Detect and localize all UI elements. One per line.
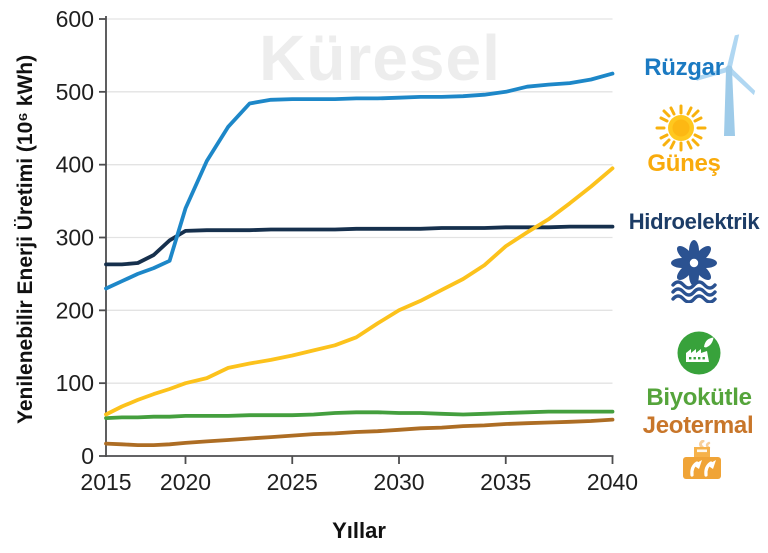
- legend-label-ruzgar: Rüzgar: [644, 54, 724, 81]
- svg-text:100: 100: [56, 370, 94, 396]
- wind-turbine-icon: [693, 34, 756, 136]
- watermark-text: Küresel: [259, 22, 501, 94]
- series-line-Biyokütle: [104, 409, 615, 421]
- series-line-Rüzgar: [104, 71, 615, 291]
- biomass-plant-icon: [677, 331, 721, 375]
- svg-text:2030: 2030: [373, 469, 424, 495]
- svg-text:600: 600: [56, 6, 94, 32]
- series-line-Hidroelektrik: [104, 224, 615, 267]
- series-line-Güneş: [104, 166, 615, 417]
- svg-text:2035: 2035: [480, 469, 531, 495]
- x-axis-title: Yıllar: [332, 518, 386, 543]
- legend-label-gunes: Güneş: [647, 150, 721, 177]
- sun-icon: [655, 104, 707, 152]
- legend-label-hidroelektrik: Hidroelektrik: [628, 209, 760, 234]
- svg-text:200: 200: [56, 297, 94, 323]
- svg-text:0: 0: [81, 443, 94, 469]
- series-line-Jeotermal: [104, 417, 615, 448]
- svg-text:2015: 2015: [80, 469, 131, 495]
- svg-text:300: 300: [56, 225, 94, 251]
- svg-text:500: 500: [56, 79, 94, 105]
- svg-text:2020: 2020: [160, 469, 211, 495]
- svg-text:2025: 2025: [267, 469, 318, 495]
- legend-label-jeotermal: Jeotermal: [642, 412, 754, 439]
- y-axis-title: Yenilenebilir Enerji Üretimi (10⁶ kWh): [14, 54, 37, 424]
- legend-label-biyokutle: Biyokütle: [646, 384, 752, 411]
- svg-text:2040: 2040: [587, 469, 638, 495]
- geothermal-plant-icon: [683, 440, 721, 479]
- hydro-turbine-icon: [671, 240, 717, 303]
- svg-text:400: 400: [56, 152, 94, 178]
